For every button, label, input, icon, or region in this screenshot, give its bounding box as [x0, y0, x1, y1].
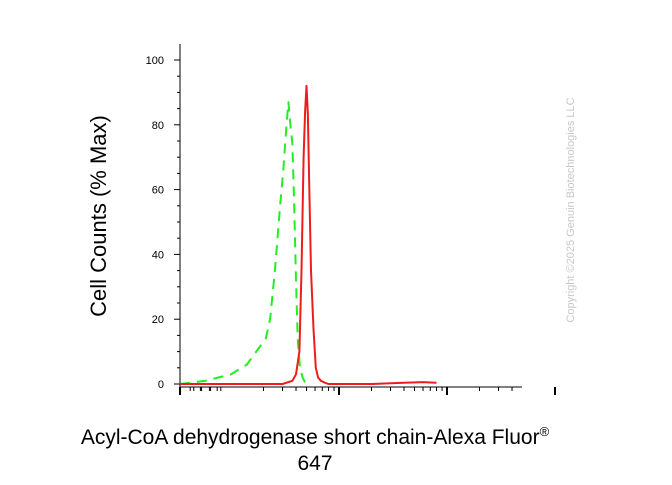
y-tick-label: 60	[152, 185, 164, 197]
y-axis-label: Cell Counts (% Max)	[86, 115, 111, 317]
series-dashed-green	[179, 101, 311, 385]
series-solid-red	[180, 84, 437, 385]
y-tick-label: 80	[152, 120, 164, 132]
series-layer	[179, 84, 437, 385]
x-axis-label-superscript: ®	[539, 424, 550, 439]
x-axis-label: Acyl-CoA dehydrogenase short chain-Alexa…	[0, 424, 630, 450]
y-tick-label: 0	[158, 379, 164, 391]
x-axis-label-line2: 647	[297, 452, 333, 475]
axes: 0 20 40 60 80 100	[146, 44, 556, 395]
copyright-watermark: Copyright ©2025 Genuin Biotechnologies L…	[565, 97, 577, 322]
x-axis-label-text: Acyl-CoA dehydrogenase short chain-Alexa…	[80, 426, 540, 449]
y-tick-label: 20	[152, 314, 164, 326]
y-tick-label: 100	[146, 55, 164, 67]
y-tick-label: 40	[152, 249, 164, 261]
